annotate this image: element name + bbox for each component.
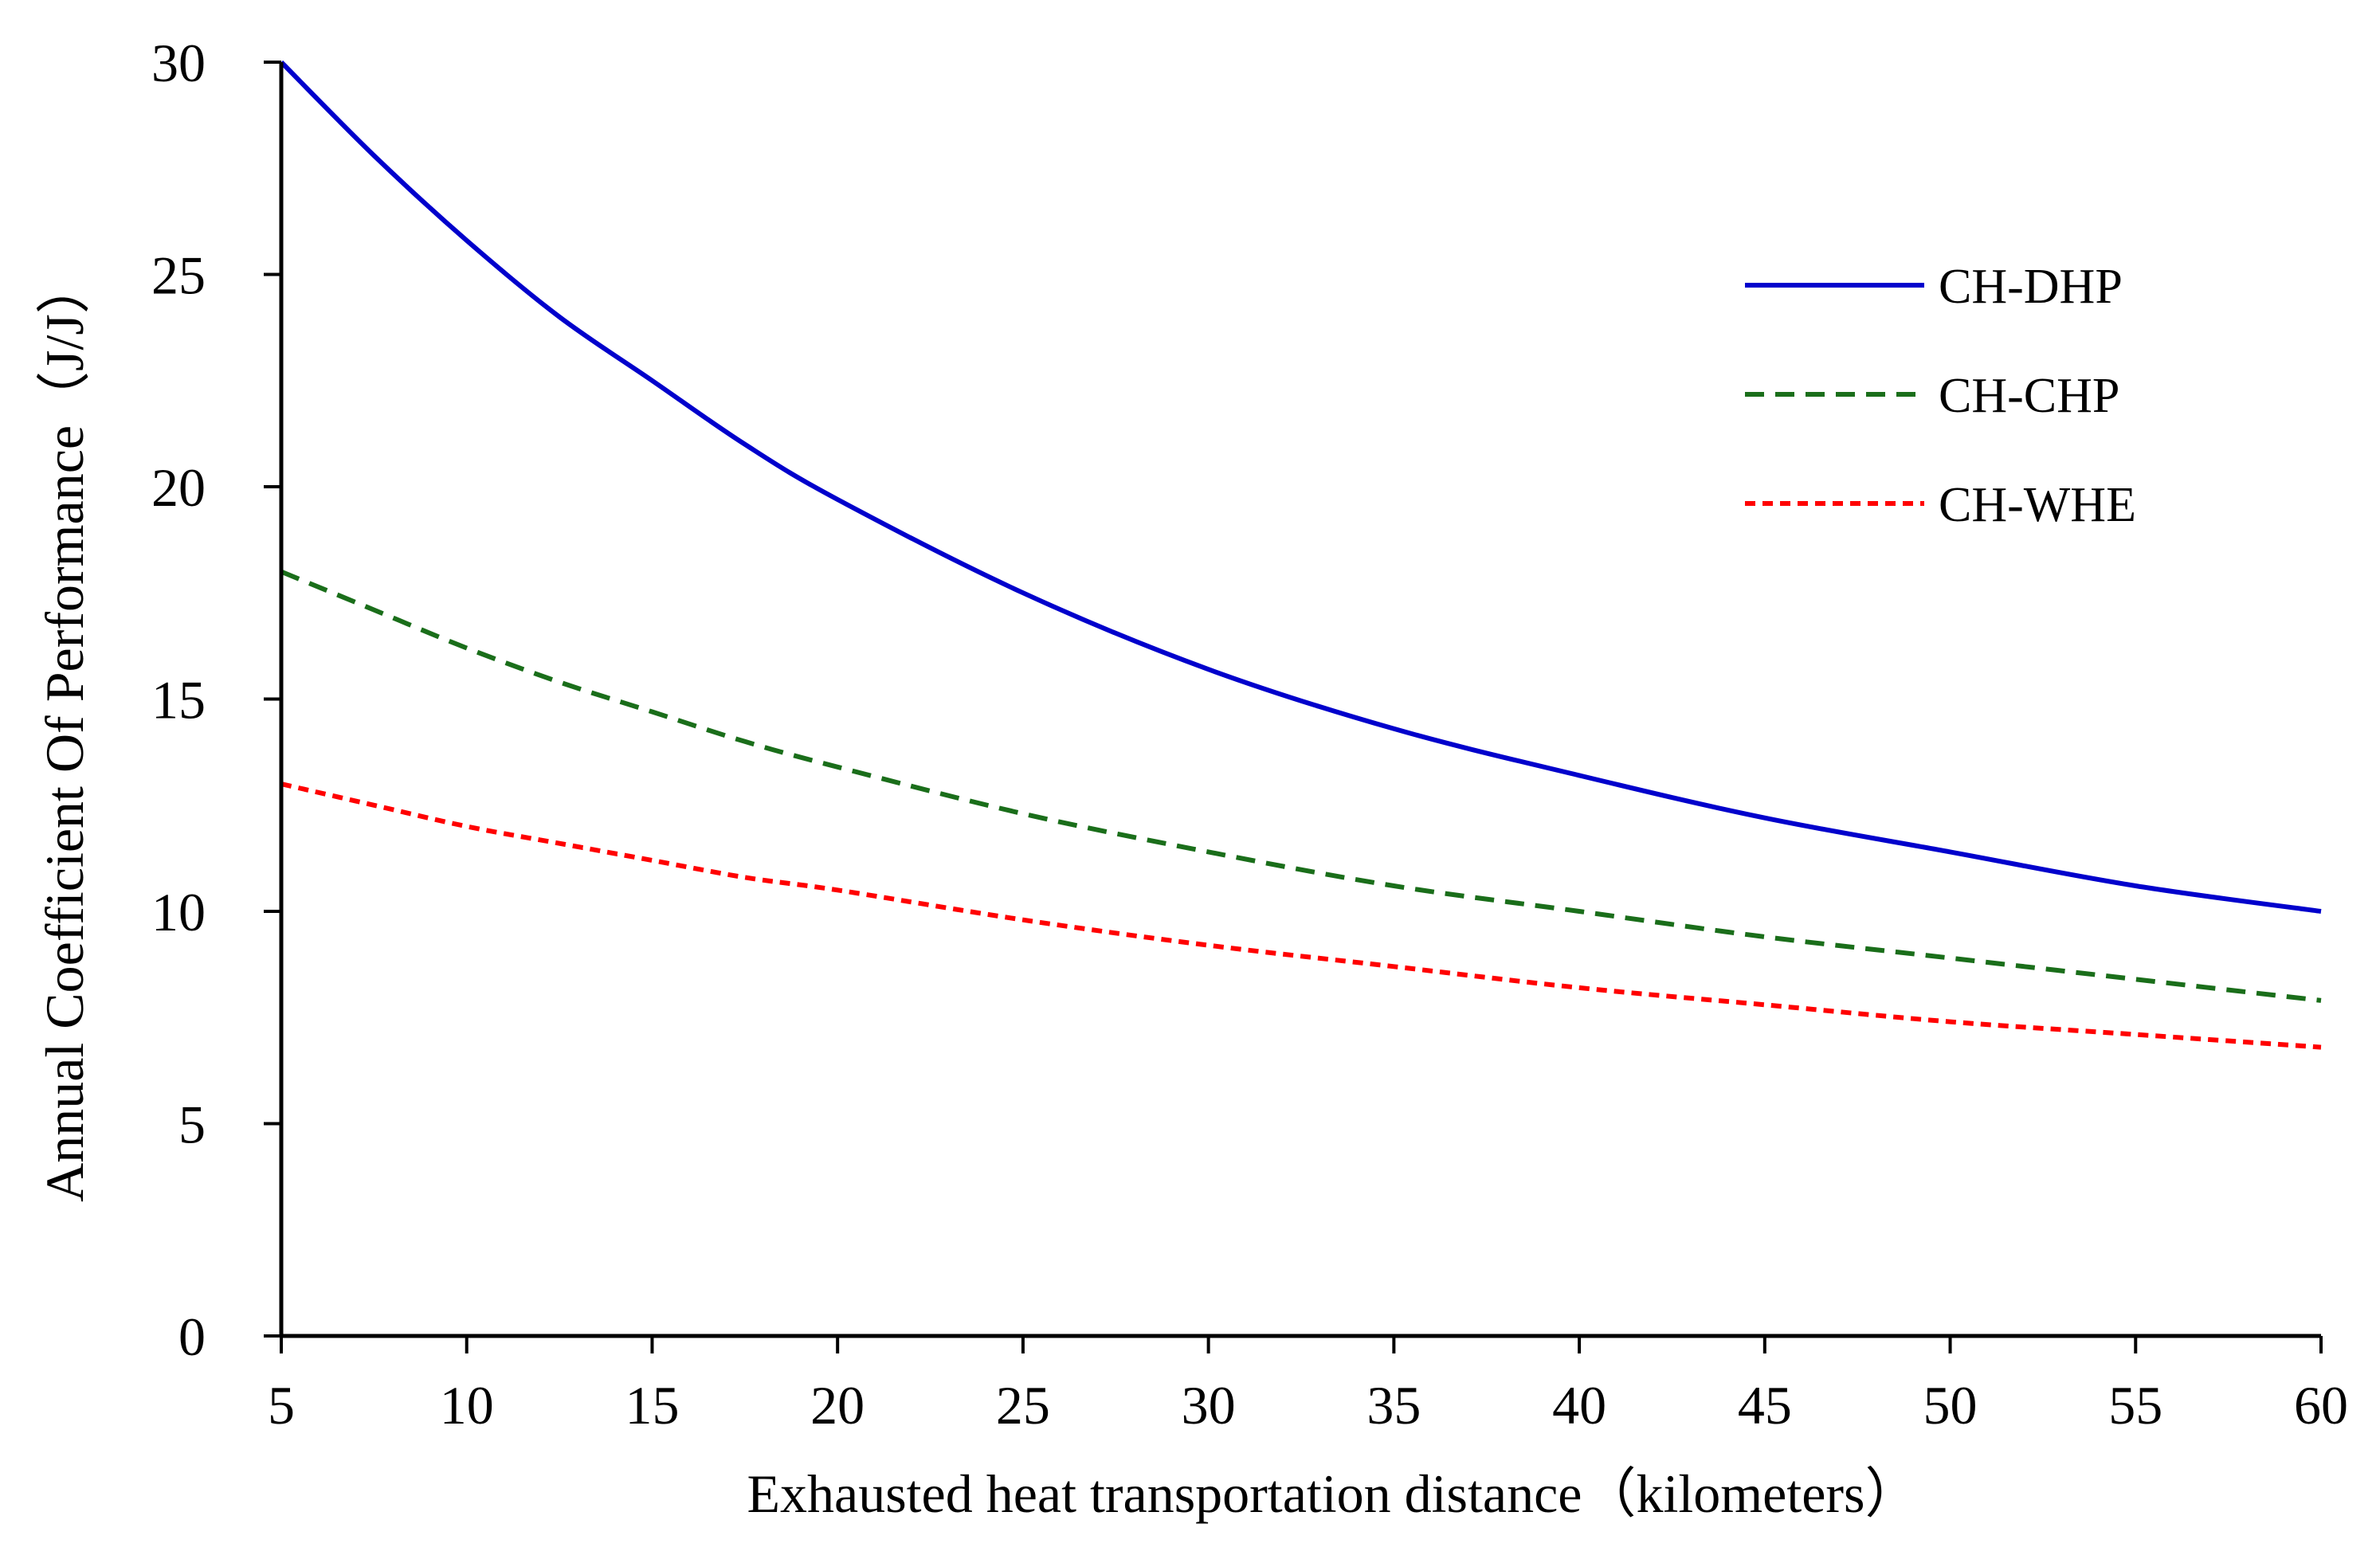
y-axis-title: Annual Coefficient Of Performance（J/J） xyxy=(34,260,95,1202)
legend-label: CH-WHE xyxy=(1939,478,2136,532)
x-tick-label: 5 xyxy=(268,1375,295,1436)
y-axis-ticks: 0 5 10 15 20 25 30 xyxy=(151,33,281,1367)
series-line-ch-chp xyxy=(280,569,2322,1003)
x-tick-label: 30 xyxy=(1182,1375,1236,1436)
series-layer xyxy=(279,60,2322,1050)
x-tick-label: 40 xyxy=(1552,1375,1606,1436)
x-tick-label: 45 xyxy=(1738,1375,1792,1436)
series-line-ch-dhp xyxy=(279,60,2322,914)
y-tick-label: 20 xyxy=(151,457,206,518)
x-tick-label: 15 xyxy=(625,1375,679,1436)
y-tick-label: 30 xyxy=(151,33,206,93)
y-tick-label: 0 xyxy=(178,1306,206,1367)
series-line-ch-whe xyxy=(280,781,2322,1050)
y-tick-label: 15 xyxy=(151,670,206,731)
x-tick-label: 25 xyxy=(996,1375,1050,1436)
legend-label: CH-CHP xyxy=(1939,369,2119,423)
x-tick-label: 55 xyxy=(2108,1375,2162,1436)
x-tick-label: 60 xyxy=(2294,1375,2348,1436)
legend-label: CH-DHP xyxy=(1939,260,2123,314)
x-tick-label: 35 xyxy=(1366,1375,1421,1436)
plot-area: 5 10 15 20 25 30 35 40 45 50 55 60 0 5 10 15 20 25 30 xyxy=(151,33,2348,1436)
x-tick-label: 20 xyxy=(810,1375,865,1436)
y-tick-label: 5 xyxy=(178,1095,206,1155)
x-tick-label: 50 xyxy=(1923,1375,1978,1436)
legend-item-ch-whe: CH-WHE xyxy=(1745,478,2136,532)
legend-item-ch-chp: CH-CHP xyxy=(1745,369,2119,423)
y-tick-label: 10 xyxy=(151,882,206,942)
x-axis-ticks: 5 10 15 20 25 30 35 40 45 50 55 60 xyxy=(268,1336,2348,1436)
legend: CH-DHP CH-CHP CH-WHE xyxy=(1745,260,2136,532)
legend-item-ch-dhp: CH-DHP xyxy=(1745,260,2123,314)
y-tick-label: 25 xyxy=(151,245,206,306)
x-axis-title: Exhausted heat transportation distance（k… xyxy=(747,1463,1919,1524)
x-tick-label: 10 xyxy=(440,1375,494,1436)
